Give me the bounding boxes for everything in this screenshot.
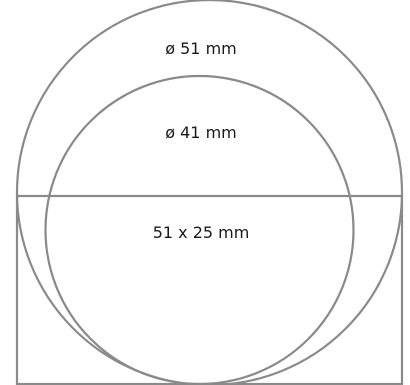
rectangle-outline (15, 194, 404, 385)
large-circle-label: ø 51 mm (165, 39, 237, 58)
rectangle-label: 51 x 25 mm (153, 223, 250, 242)
large-circle-outline (15, 0, 404, 385)
small-circle-label: ø 41 mm (165, 123, 237, 142)
